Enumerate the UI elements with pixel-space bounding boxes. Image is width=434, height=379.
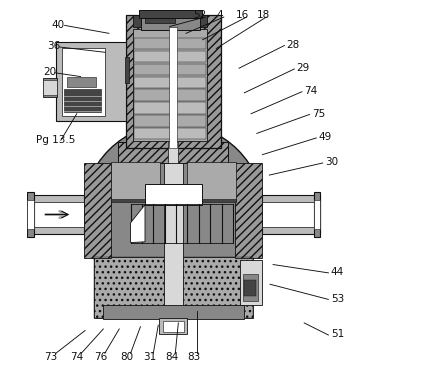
Bar [135,38,206,49]
Bar [133,29,207,141]
Bar [27,195,84,234]
Bar [187,162,236,201]
Bar [43,78,57,97]
Bar [314,192,320,237]
Text: 16: 16 [236,10,250,20]
Bar [126,15,221,148]
Bar [111,199,236,202]
Bar [27,202,84,227]
Bar [244,280,256,296]
Bar [135,128,206,139]
Bar [63,89,102,112]
Text: 18: 18 [256,10,270,20]
Bar [135,51,206,62]
Bar [118,142,228,163]
Bar [111,162,160,201]
Bar [133,15,207,27]
Bar [314,200,320,229]
Text: 73: 73 [43,352,57,362]
Text: 30: 30 [325,157,338,167]
Bar [135,64,206,75]
Bar [159,318,187,334]
Text: 36: 36 [47,41,60,51]
Bar [27,192,34,237]
Text: 51: 51 [331,329,344,339]
Text: 49: 49 [319,132,332,142]
Bar [141,12,200,30]
Text: 84: 84 [165,352,178,362]
Bar [262,202,320,227]
Bar [145,14,175,23]
Bar [94,257,253,318]
Text: 53: 53 [331,294,344,304]
Text: 83: 83 [187,352,200,362]
Polygon shape [131,205,145,243]
Text: 74: 74 [70,352,83,362]
Bar [163,321,184,332]
Text: Pg 13.5: Pg 13.5 [36,135,75,145]
Bar [103,305,243,319]
Text: 74: 74 [304,86,317,96]
Text: 80: 80 [120,352,133,362]
Text: 28: 28 [287,40,300,50]
Bar [43,80,57,95]
Bar [56,42,126,121]
Bar [235,163,263,258]
Bar [262,195,320,234]
Bar [135,115,206,127]
Bar [84,163,111,258]
Text: 75: 75 [312,109,325,119]
Text: 44: 44 [331,267,344,277]
Bar [240,260,263,305]
Bar [67,77,96,87]
Text: 31: 31 [143,352,156,362]
Bar [168,142,178,163]
Text: 29: 29 [296,63,310,73]
Text: 40: 40 [51,20,64,30]
Bar [135,102,206,114]
Bar [62,48,105,116]
Bar [135,89,206,101]
Bar [164,163,183,313]
Bar [94,257,253,318]
Text: 4: 4 [217,10,224,20]
Text: 52: 52 [193,10,207,20]
Bar [135,77,206,88]
Text: 20: 20 [43,67,56,77]
Bar [125,57,129,83]
Bar [169,27,177,148]
Bar [27,200,34,229]
Bar [243,274,258,301]
Bar [145,184,202,205]
Text: 76: 76 [94,352,107,362]
Bar [139,10,202,18]
Circle shape [82,123,264,305]
